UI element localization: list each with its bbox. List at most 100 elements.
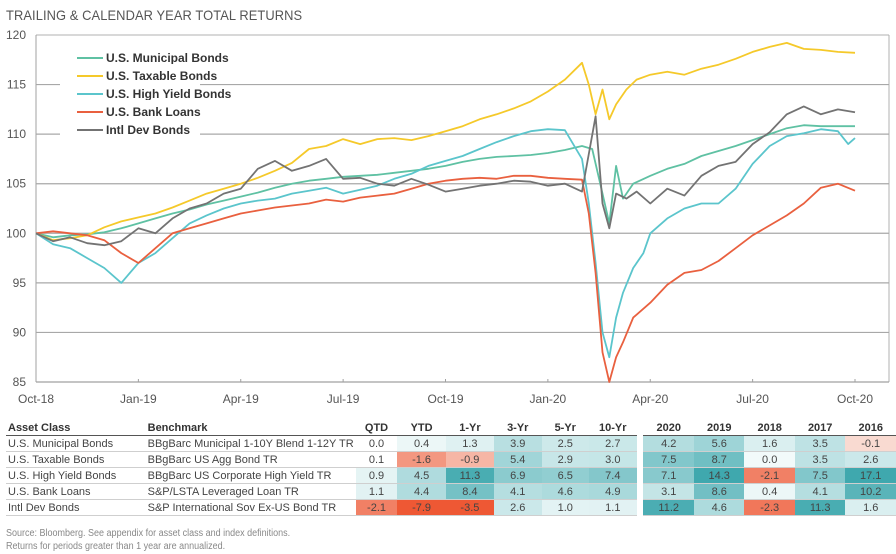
return-cell: -1.6 [397,451,446,468]
return-cell: -2.1 [355,499,398,516]
series-line-3 [35,174,856,383]
returns-table: Asset Class Benchmark QTD YTD 1-Yr 3-Yr 5-Yr 10… [6,421,896,516]
column-header-1-yr: 1-Yr [445,421,495,436]
return-cell: 5.4 [494,451,542,468]
column-gap [637,421,644,436]
return-cell: 10.2 [845,483,896,500]
return-cell: 0.0 [744,451,795,468]
return-cell: 8.4 [445,483,495,500]
column-header-2019: 2019 [693,421,745,436]
return-cell: 6.5 [541,467,590,484]
y-tick-label: 100 [6,226,26,240]
return-cell: 4.4 [397,483,446,500]
y-tick-label: 105 [6,177,26,191]
series-line-1 [35,42,856,242]
benchmark-cell: S&P International Sov Ex-US Bond TR [145,499,356,516]
return-cell: 2.9 [541,451,590,468]
return-cell: 8.6 [693,483,745,500]
return-cell: 3.5 [794,451,846,468]
return-cell: 0.4 [397,435,446,452]
annualized-footnote: Returns for periods greater than 1 year … [6,541,226,552]
y-tick-label: 90 [13,325,27,339]
column-header-benchmark: Benchmark [145,421,356,436]
return-cell: -0.1 [845,435,896,452]
return-cell: 1.0 [541,499,590,516]
return-cell: 7.5 [643,451,694,468]
column-header-2016: 2016 [845,421,896,436]
column-gap [637,500,644,516]
return-cell: 11.3 [445,467,495,484]
legend-label: U.S. High Yield Bonds [106,87,232,101]
source-footnote: Source: Bloomberg. See appendix for asse… [6,528,291,539]
return-cell: 2.6 [845,451,896,468]
column-header-2020: 2020 [643,421,694,436]
legend-label: U.S. Taxable Bonds [106,69,217,83]
return-cell: 11.2 [643,499,694,516]
return-cell: 1.1 [355,483,398,500]
y-tick-label: 110 [7,127,26,141]
return-cell: 0.4 [744,483,795,500]
return-cell: 11.3 [794,499,846,516]
return-cell: -3.5 [445,499,495,516]
return-cell: 0.1 [355,451,398,468]
return-cell: 3.5 [794,435,846,452]
x-tick-label: Oct-19 [427,392,463,406]
return-cell: 4.5 [397,467,446,484]
benchmark-cell: BBgBarc US Agg Bond TR [145,451,356,468]
return-cell: -0.9 [445,451,495,468]
benchmark-cell: S&P/LSTA Leveraged Loan TR [145,483,356,500]
asset-class-cell: U.S. High Yield Bonds [6,467,146,484]
table-row: U.S. High Yield Bonds BBgBarc US Corporat… [6,467,896,484]
return-cell: 4.6 [693,499,745,516]
column-header-5-yr: 5-Yr [541,421,590,436]
column-header-asset-class: Asset Class [6,421,146,436]
return-cell: 2.5 [541,435,590,452]
column-gap [637,468,644,484]
return-cell: 1.6 [744,435,795,452]
return-cell: 17.1 [845,467,896,484]
x-tick-label: Oct-18 [18,392,54,406]
return-cell: 7.1 [643,467,694,484]
y-tick-label: 115 [7,78,26,92]
column-gap [637,484,644,500]
return-cell: 7.4 [589,467,637,484]
legend: U.S. Municipal Bonds U.S. Taxable Bonds U.… [60,46,232,137]
benchmark-cell: BBgBarc Municipal 1-10Y Blend 1-12Y TR [145,435,356,452]
line-chart: 85 90 95 100 105 110 115 120 Oct-18 Jan-19 Apr-19… [6,28,890,406]
series-lines [35,42,856,383]
table-row: U.S. Taxable Bonds BBgBarc US Agg Bond TR… [6,451,896,468]
column-header-ytd: YTD [397,421,446,436]
return-cell: -7.9 [397,499,446,516]
chart-title: TRAILING & CALENDAR YEAR TOTAL RETURNS [6,7,303,23]
asset-class-cell: U.S. Municipal Bonds [6,435,146,452]
return-cell: 3.1 [643,483,694,500]
column-gap [637,452,644,468]
column-header-10-yr: 10-Yr [589,421,637,436]
return-cell: 1.6 [845,499,896,516]
table-row: U.S. Municipal Bonds BBgBarc Municipal 1-… [6,435,896,452]
x-tick-label: Jul-19 [327,392,360,406]
x-tick-label: Oct-20 [837,392,873,406]
return-cell: 6.9 [494,467,542,484]
x-tick-label: Jan-20 [530,392,567,406]
return-cell: 8.7 [693,451,745,468]
return-cell: 4.6 [541,483,590,500]
x-tick-label: Jan-19 [120,392,157,406]
asset-class-cell: U.S. Bank Loans [6,483,146,500]
column-header-3-yr: 3-Yr [494,421,542,436]
table-row: U.S. Bank Loans S&P/LSTA Leveraged Loan T… [6,483,896,500]
legend-label: U.S. Bank Loans [106,105,201,119]
column-header-qtd: QTD [355,421,398,436]
x-tick-label: Apr-19 [223,392,259,406]
return-cell: 4.2 [643,435,694,452]
column-header-2018: 2018 [744,421,795,436]
y-tick-label: 85 [13,375,27,389]
x-axis: Oct-18 Jan-19 Apr-19 Jul-19 Oct-19 Jan-20 Apr-… [18,379,873,406]
y-tick-label: 95 [13,276,27,290]
return-cell: 4.9 [589,483,637,500]
return-cell: 2.6 [494,499,542,516]
return-cell: 1.3 [445,435,495,452]
return-cell: -2.3 [744,499,795,516]
table-row: Intl Dev Bonds S&P International Sov Ex-U… [6,499,896,516]
legend-label: U.S. Municipal Bonds [106,51,229,65]
